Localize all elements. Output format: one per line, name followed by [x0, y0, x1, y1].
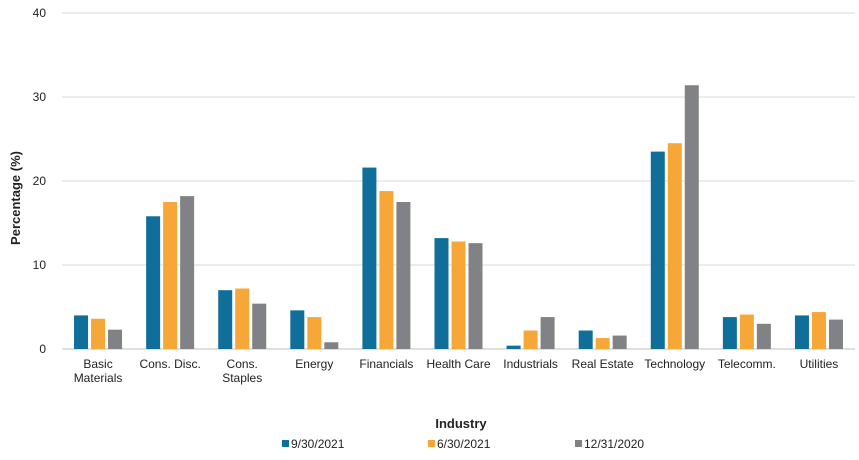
bars	[74, 85, 843, 350]
legend-swatch	[575, 440, 582, 447]
bar	[362, 167, 377, 349]
x-tick-label-line: Materials	[74, 371, 123, 385]
y-axis-title: Percentage (%)	[8, 151, 23, 245]
bar	[307, 317, 322, 349]
bar	[811, 312, 826, 349]
x-tick-label: Health Care	[426, 357, 490, 371]
x-tick-label-line: Cons.	[227, 357, 258, 371]
x-tick-label-line: Real Estate	[572, 357, 634, 371]
bar	[468, 243, 483, 349]
legend: 9/30/2021 6/30/2021 12/31/2020	[282, 437, 644, 451]
x-tick-label: Energy	[295, 357, 333, 371]
bar	[684, 85, 699, 350]
bar	[540, 317, 555, 349]
x-tick-label: Real Estate	[572, 357, 634, 371]
bar	[235, 288, 250, 349]
bar	[180, 196, 195, 349]
x-tick-label-line: Staples	[222, 371, 262, 385]
x-tick-label-line: Industrials	[503, 357, 558, 371]
y-tick-label: 0	[39, 342, 46, 356]
bar	[612, 335, 627, 349]
x-axis-title: Industry	[435, 416, 487, 431]
y-axis-ticks: 0 10 20 30 40	[33, 6, 47, 356]
x-tick-label: Industrials	[503, 357, 558, 371]
bar	[396, 202, 411, 349]
x-tick-label-line: Cons. Disc.	[139, 357, 200, 371]
x-tick-label: Utilities	[800, 357, 839, 371]
x-tick-label: Telecomm.	[718, 357, 776, 371]
bar	[290, 310, 305, 349]
bar	[163, 202, 178, 349]
x-tick-label-line: Financials	[359, 357, 413, 371]
bar	[756, 323, 771, 349]
x-tick-label: Basic Materials	[74, 357, 123, 385]
x-tick-label-line: Health Care	[426, 357, 490, 371]
legend-label: 6/30/2021	[437, 437, 491, 451]
bar	[379, 191, 394, 349]
bar	[650, 151, 665, 349]
bar	[434, 238, 449, 349]
bar	[828, 319, 843, 349]
bar	[506, 345, 521, 349]
y-tick-label: 10	[33, 258, 47, 272]
x-tick-label-line: Energy	[295, 357, 333, 371]
bar	[794, 315, 809, 349]
bar	[252, 303, 267, 349]
bar	[108, 329, 123, 349]
bar	[578, 330, 593, 349]
x-tick-label: Cons. Disc.	[139, 357, 200, 371]
bar	[523, 330, 538, 349]
bar	[739, 314, 754, 349]
x-tick-label-line: Basic	[83, 357, 112, 371]
legend-swatch	[428, 440, 435, 447]
legend-label: 12/31/2020	[584, 437, 644, 451]
bar	[667, 143, 682, 349]
x-tick-label: Cons. Staples	[222, 357, 262, 385]
bar	[146, 216, 161, 349]
legend-label: 9/30/2021	[291, 437, 345, 451]
x-tick-label-line: Telecomm.	[718, 357, 776, 371]
bar	[722, 317, 737, 349]
bar	[324, 342, 339, 349]
bar	[91, 318, 106, 349]
y-tick-label: 30	[33, 90, 47, 104]
x-axis-ticks: Basic Materials Cons. Disc. Cons. Staples Ene…	[74, 357, 839, 385]
bar	[74, 315, 89, 349]
y-tick-label: 40	[33, 6, 47, 20]
bar	[595, 338, 610, 349]
gridlines	[62, 12, 855, 350]
x-tick-label-line: Utilities	[800, 357, 839, 371]
bar	[451, 241, 466, 349]
y-tick-label: 20	[33, 174, 47, 188]
bar	[218, 290, 233, 349]
x-tick-label: Technology	[644, 357, 705, 371]
legend-swatch	[282, 440, 289, 447]
x-tick-label-line: Technology	[644, 357, 705, 371]
x-tick-label: Financials	[359, 357, 413, 371]
